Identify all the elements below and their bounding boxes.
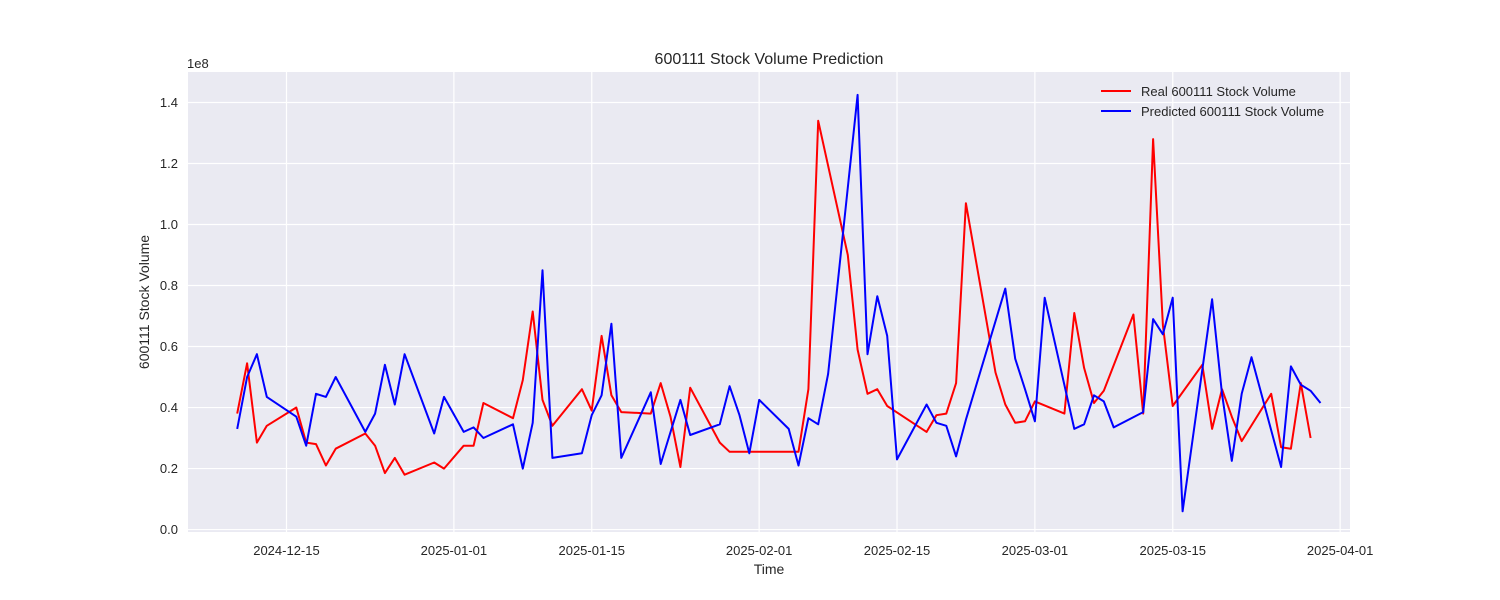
y-tick-label: 0.2 — [160, 461, 178, 476]
legend-label-predicted: Predicted 600111 Stock Volume — [1141, 104, 1324, 119]
y-axis-label: 600111 Stock Volume — [136, 235, 152, 369]
legend: Real 600111 Stock Volume Predicted 60011… — [1101, 84, 1324, 119]
x-tick-label: 2024-12-15 — [253, 543, 320, 558]
series-line-real — [236, 119, 1312, 476]
x-tick-label: 2025-02-01 — [726, 543, 793, 558]
series-line-predicted — [236, 93, 1322, 513]
x-axis-label: Time — [754, 561, 785, 577]
y-tick-label: 0.8 — [160, 278, 178, 293]
y-axis-offset-label: 1e8 — [187, 56, 209, 71]
x-tick-label: 2025-01-01 — [421, 543, 488, 558]
series-layer — [236, 93, 1322, 513]
x-tick-label: 2025-04-01 — [1307, 543, 1374, 558]
y-tick-label: 0.4 — [160, 400, 178, 415]
x-tick-label: 2025-02-15 — [864, 543, 931, 558]
y-tick-label: 1.0 — [160, 217, 178, 232]
legend-label-real: Real 600111 Stock Volume — [1141, 84, 1296, 99]
y-tick-label: 0.0 — [160, 522, 178, 537]
grid-layer — [188, 72, 1350, 532]
x-tick-label: 2025-01-15 — [558, 543, 625, 558]
y-tick-label: 1.2 — [160, 156, 178, 171]
plot-background — [188, 72, 1350, 532]
x-tick-label: 2025-03-15 — [1139, 543, 1206, 558]
chart-title: 600111 Stock Volume Prediction — [655, 51, 884, 68]
tick-label-layer: 0.0 0.2 0.4 0.6 0.8 1.0 1.2 1.4 2024-12-15 2025-0… — [160, 95, 1373, 558]
x-tick-label: 2025-03-01 — [1002, 543, 1069, 558]
y-tick-label: 1.4 — [160, 95, 178, 110]
y-tick-label: 0.6 — [160, 339, 178, 354]
